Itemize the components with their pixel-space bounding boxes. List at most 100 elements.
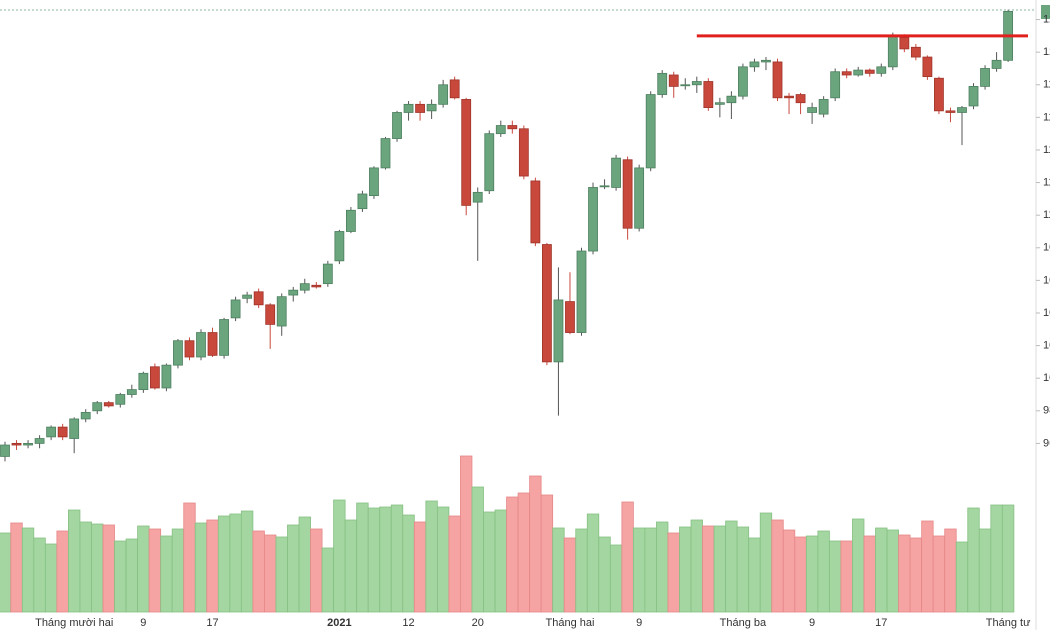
volume-bar: [413, 521, 427, 613]
volume-bar: [932, 535, 946, 613]
candle-body: [738, 66, 748, 97]
y-tick-label: 1060: [1043, 274, 1050, 286]
candle-body: [922, 56, 933, 78]
volume-bar: [944, 528, 957, 613]
candle-body: [126, 389, 137, 395]
volume-bar: [390, 504, 404, 613]
volume-bar: [679, 526, 692, 613]
volume-bar: [736, 526, 750, 613]
candle-body: [299, 283, 310, 291]
candle-body: [46, 426, 57, 438]
y-tick-label: 980: [1043, 405, 1050, 417]
volume-bar: [367, 507, 381, 613]
volume-bar: [171, 528, 185, 613]
volume-bar: [321, 547, 335, 613]
volume-bar: [264, 534, 277, 613]
volume-bar: [805, 535, 819, 613]
candle-body: [80, 412, 91, 420]
x-tick-label: 17: [206, 617, 218, 629]
candle-body: [173, 340, 183, 366]
volume-bar: [494, 509, 507, 613]
candle-body: [149, 366, 160, 389]
candle-body: [542, 244, 552, 363]
candle-body: [345, 209, 356, 232]
volume-bar: [379, 506, 392, 613]
volume-bar: [586, 513, 600, 613]
candle-body: [357, 193, 368, 210]
candle-body: [772, 61, 783, 99]
volume-bar: [921, 520, 934, 613]
volume-bar: [287, 524, 300, 613]
y-tick-label: 1100: [1043, 209, 1050, 221]
candle-body: [276, 296, 287, 327]
candle-body: [380, 138, 391, 169]
candle-body: [622, 159, 633, 229]
candle-body: [553, 299, 564, 363]
volume-bar: [782, 529, 796, 613]
candle-body: [207, 332, 218, 356]
candle-body: [899, 37, 910, 50]
volume-bar: [298, 516, 311, 613]
y-tick-label: 1200: [1043, 46, 1050, 58]
candle-body: [864, 69, 875, 74]
y-tick-label: 1120: [1043, 176, 1050, 188]
volume-bar: [840, 540, 853, 613]
candle-body: [934, 77, 944, 112]
volume-bar: [460, 455, 473, 613]
candle-body: [807, 107, 817, 113]
volume-bar: [863, 535, 876, 613]
volume-bar: [644, 527, 657, 613]
candle-body: [680, 84, 691, 87]
volume-bar: [333, 499, 346, 613]
candle-body: [34, 438, 45, 444]
candle-body: [957, 107, 967, 113]
candle-body: [611, 157, 621, 188]
candle-body: [910, 46, 921, 58]
volume-bar: [217, 515, 231, 613]
candle-body: [242, 294, 253, 299]
volume-bar: [10, 522, 23, 613]
candle-body: [265, 304, 276, 325]
candle-body: [196, 332, 206, 358]
x-tick-label: Tháng ba: [720, 617, 767, 629]
candle-body: [853, 69, 864, 76]
volume-bar: [702, 525, 715, 613]
candle-body: [11, 442, 22, 446]
volume-bar: [79, 521, 92, 613]
volume-bar: [909, 537, 923, 613]
volume-bar: [114, 540, 127, 613]
candle-body: [461, 99, 472, 206]
candle-body: [184, 340, 195, 358]
candle-body: [795, 94, 806, 104]
y-tick-label: 1040: [1043, 307, 1050, 319]
clipped: 960 980 1000 1020 1040 1060 1080 1100 1120 1140 11…: [1043, 13, 1050, 449]
volume-bar: [656, 521, 669, 613]
volume-bar: [448, 515, 461, 613]
candle-body: [161, 364, 172, 389]
volume-bar: [540, 494, 554, 613]
volume-bar: [483, 511, 496, 613]
volume-bar: [206, 519, 219, 613]
candle-body: [945, 110, 956, 113]
volume-bar: [828, 540, 842, 613]
volume-bar: [748, 537, 761, 613]
x-tick-label: 12: [402, 617, 414, 629]
candle-body: [426, 103, 437, 112]
candle-body: [576, 250, 587, 333]
candle-body: [518, 128, 529, 177]
volume-bar: [310, 528, 323, 613]
volume-bar: [690, 519, 703, 613]
volume-bar: [252, 530, 265, 613]
volume-bar: [598, 536, 611, 613]
x-tick-label: Tháng mười hai: [35, 617, 113, 629]
candle-body: [403, 103, 414, 113]
volume-bar: [0, 532, 12, 613]
candle-body: [253, 291, 264, 306]
candle-body: [887, 35, 898, 68]
candle-body: [784, 95, 794, 99]
candle-body: [841, 71, 852, 76]
volume-bar: [967, 507, 980, 613]
volume-bar: [875, 527, 888, 613]
